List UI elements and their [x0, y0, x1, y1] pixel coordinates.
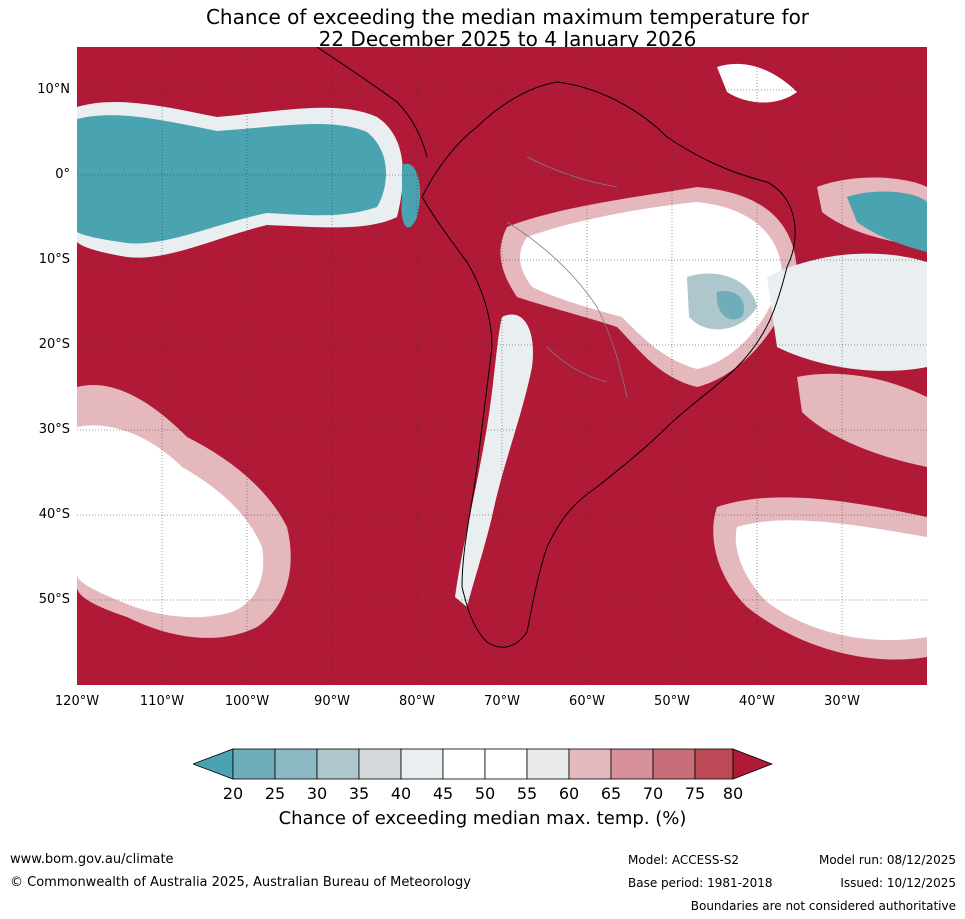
website-link[interactable]: www.bom.gov.au/climate	[10, 852, 174, 867]
probability-map	[77, 47, 927, 685]
lat-label-10n: 10°N	[37, 82, 70, 97]
colorbar-segment-35-40	[358, 748, 402, 780]
colorbar-upper-extension	[732, 748, 773, 780]
colorbar-tick-40: 40	[390, 784, 412, 803]
colorbar-segment-40-45	[400, 748, 444, 780]
lat-label-30s: 30°S	[38, 422, 70, 437]
lon-label-110w: 110°W	[139, 694, 185, 709]
lon-label-70w: 70°W	[484, 694, 520, 709]
lon-label-40w: 40°W	[739, 694, 775, 709]
boundary-disclaimer: Boundaries are not considered authoritat…	[690, 899, 956, 913]
lon-label-100w: 100°W	[224, 694, 270, 709]
lon-label-120w: 120°W	[54, 694, 100, 709]
lon-label-50w: 50°W	[654, 694, 690, 709]
south-atlantic-moderate-zone	[797, 373, 927, 467]
colorbar-tick-55: 55	[516, 784, 538, 803]
brazil-low-patch	[716, 291, 745, 320]
colorbar-tick-50: 50	[474, 784, 496, 803]
model-run-date: Model run: 08/12/2025	[818, 853, 956, 867]
colorbar-label: Chance of exceeding median max. temp. (%…	[278, 808, 687, 829]
galapagos-low-region	[401, 163, 421, 228]
lon-label-60w: 60°W	[569, 694, 605, 709]
colorbar-segment-45-50	[442, 748, 486, 780]
lon-label-90w: 90°W	[314, 694, 350, 709]
colorbar-tick-70: 70	[642, 784, 664, 803]
lat-label-0: 0°	[55, 167, 70, 182]
base-period: Base period: 1981-2018	[628, 876, 773, 890]
colorbar-segment-50-55	[484, 748, 528, 780]
colorbar-segment-30-35	[316, 748, 360, 780]
colorbar-tick-80: 80	[722, 784, 744, 803]
colorbar-tick-60: 60	[558, 784, 580, 803]
copyright-text: © Commonwealth of Australia 2025, Austra…	[10, 875, 471, 890]
colorbar-tick-20: 20	[222, 784, 244, 803]
colorbar-segment-75-80	[694, 748, 734, 780]
south-atlantic-neutral-zone	[767, 253, 927, 371]
southeast-pacific-neutral	[77, 425, 264, 618]
south-america-coastline	[421, 81, 796, 648]
colorbar-segment-25-30	[274, 748, 318, 780]
colorbar-segment-60-65	[568, 748, 612, 780]
graticule	[77, 47, 927, 685]
colorbar-segment-20-25	[232, 748, 276, 780]
lat-label-40s: 40°S	[38, 507, 70, 522]
atlantic-equatorial-low	[847, 191, 927, 252]
issued-date: Issued: 10/12/2025	[840, 876, 956, 890]
far-south-atlantic-neutral	[735, 520, 927, 641]
lon-label-30w: 30°W	[824, 694, 860, 709]
model-name: Model: ACCESS-S2	[628, 853, 740, 867]
colorbar-tick-45: 45	[432, 784, 454, 803]
lat-label-50s: 50°S	[38, 592, 70, 607]
colorbar-segment-55-60	[526, 748, 570, 780]
colorbar-lower-extension	[193, 748, 234, 780]
colorbar-tick-75: 75	[684, 784, 706, 803]
colorbar	[193, 748, 773, 780]
lon-label-80w: 80°W	[399, 694, 435, 709]
country-borders	[506, 156, 628, 398]
colorbar-tick-25: 25	[264, 784, 286, 803]
colorbar-tick-65: 65	[600, 784, 622, 803]
central-america-coastline	[316, 47, 428, 158]
andes-neutral-strip	[455, 314, 533, 607]
colorbar-tick-35: 35	[348, 784, 370, 803]
colorbar-tick-30: 30	[306, 784, 328, 803]
colorbar-segment-70-75	[652, 748, 696, 780]
map-title-line-2: 22 December 2025 to 4 January 2026	[318, 27, 697, 51]
pacific-low-chance-region	[77, 115, 387, 244]
map-title-line-1: Chance of exceeding the median maximum t…	[205, 5, 810, 29]
lat-label-10s: 10°S	[38, 252, 70, 267]
lat-label-20s: 20°S	[38, 337, 70, 352]
colorbar-segment-65-70	[610, 748, 654, 780]
